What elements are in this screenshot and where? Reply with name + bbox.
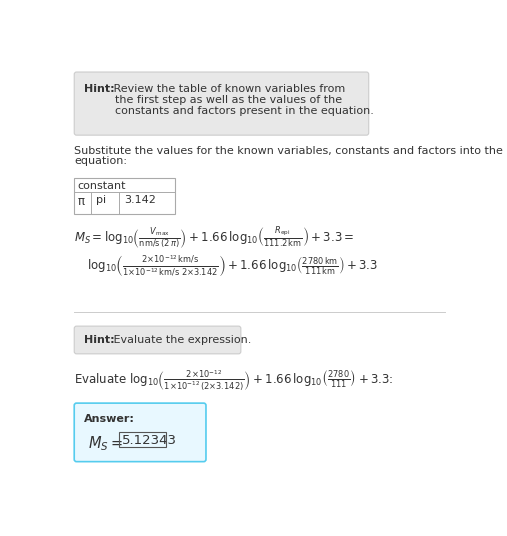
Bar — [74, 178, 175, 214]
FancyBboxPatch shape — [74, 403, 206, 461]
Text: Hint:: Hint: — [84, 336, 114, 345]
Text: Review the table of known variables from: Review the table of known variables from — [110, 84, 345, 94]
Text: π: π — [78, 195, 85, 208]
Text: $\log_{10}\!\left(\frac{2{\times}10^{-12}\,\mathrm{km/s}}{1{\times}10^{-12}\,\ma: $\log_{10}\!\left(\frac{2{\times}10^{-12… — [87, 254, 378, 278]
FancyBboxPatch shape — [74, 72, 369, 135]
Text: 3.142: 3.142 — [124, 195, 156, 205]
Text: equation:: equation: — [74, 156, 127, 166]
Text: Answer:: Answer: — [84, 414, 134, 424]
Text: 5.12343: 5.12343 — [122, 434, 176, 447]
FancyBboxPatch shape — [74, 326, 241, 354]
Text: Hint:: Hint: — [84, 84, 114, 94]
Text: pi: pi — [96, 195, 106, 205]
Text: constant: constant — [78, 181, 126, 191]
Text: constants and factors present in the equation.: constants and factors present in the equ… — [115, 106, 373, 116]
Text: $M_S = \log_{10}\!\left(\frac{V_{\mathrm{max}}}{\mathrm{nm/s}\,(2\,\pi)}\right)+: $M_S = \log_{10}\!\left(\frac{V_{\mathrm… — [74, 225, 355, 251]
Text: Evaluate $\log_{10}\!\left(\frac{2{\times}10^{-12}}{1{\times}10^{-12}\,(2{\times: Evaluate $\log_{10}\!\left(\frac{2{\time… — [74, 368, 394, 393]
Text: the first step as well as the values of the: the first step as well as the values of … — [115, 95, 342, 105]
Bar — [119, 431, 166, 447]
Text: Substitute the values for the known variables, constants and factors into the: Substitute the values for the known vari… — [74, 146, 503, 156]
Text: Evaluate the expression.: Evaluate the expression. — [110, 336, 251, 345]
Text: $M_S = $: $M_S = $ — [88, 434, 123, 452]
